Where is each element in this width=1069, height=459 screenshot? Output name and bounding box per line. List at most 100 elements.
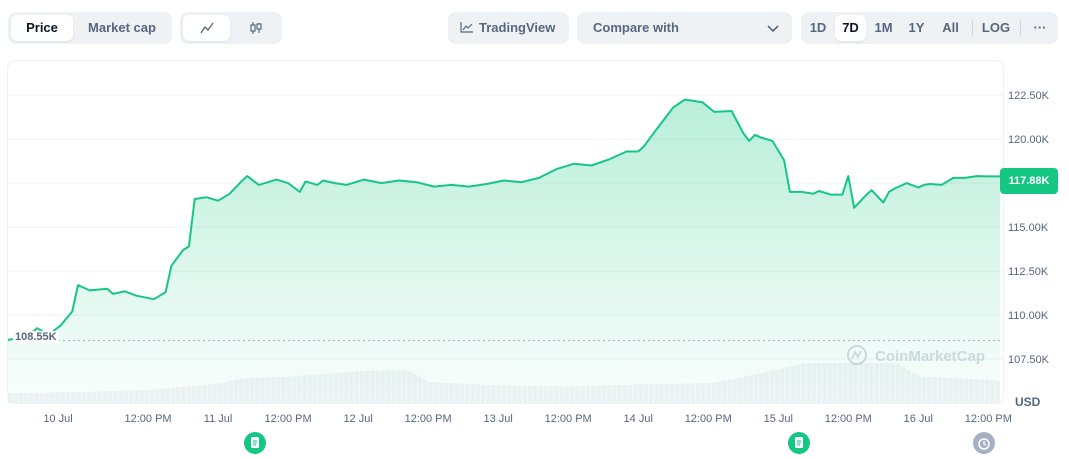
- volume-bar: [338, 372, 344, 403]
- volume-bar: [286, 376, 291, 403]
- volume-bar: [86, 391, 92, 403]
- tradingview-button[interactable]: TradingView: [448, 12, 569, 44]
- news-marker-2[interactable]: [788, 432, 810, 454]
- x-tick-label: 12:00 PM: [265, 413, 312, 425]
- volume-bar: [932, 377, 937, 403]
- volume-bar: [491, 385, 496, 403]
- range-7d[interactable]: 7D: [835, 15, 866, 41]
- range-selector: 1D 7D 1M 1Y All LOG ···: [801, 12, 1058, 44]
- volume-bar: [197, 385, 202, 403]
- range-1y[interactable]: 1Y: [908, 20, 925, 35]
- volume-bar: [244, 378, 249, 403]
- tradingview-label: TradingView: [479, 20, 556, 35]
- volume-bar: [433, 382, 438, 403]
- current-price-value: 117.88K: [1008, 175, 1050, 187]
- range-divider: [972, 20, 973, 36]
- volume-bar: [801, 363, 806, 403]
- volume-bar: [606, 385, 612, 403]
- x-tick-label: 11 Jul: [204, 413, 233, 425]
- x-tick-label: 14 Jul: [624, 413, 653, 425]
- volume-bar: [307, 375, 312, 403]
- price-marketcap-tabs: Price Market cap: [8, 12, 172, 44]
- tab-price[interactable]: Price: [11, 15, 73, 41]
- volume-bar: [864, 363, 869, 403]
- volume-bar: [354, 371, 360, 403]
- volume-bar: [979, 379, 985, 403]
- volume-bar: [323, 373, 328, 403]
- volume-bar: [296, 375, 302, 403]
- range-all[interactable]: All: [942, 20, 959, 35]
- document-icon: [795, 437, 803, 448]
- volume-bar: [233, 379, 239, 403]
- volume-bar: [890, 363, 895, 403]
- volume-bar: [701, 383, 706, 403]
- volume-bar: [391, 370, 396, 403]
- volume-bar: [459, 383, 465, 403]
- volume-bar: [790, 366, 796, 403]
- volume-bar: [937, 377, 943, 403]
- volume-bar: [254, 377, 260, 403]
- volume-bar: [317, 374, 323, 403]
- volume-bar: [438, 382, 444, 403]
- volume-bar: [407, 371, 412, 403]
- volume-bar: [827, 363, 832, 403]
- line-chart-button[interactable]: [183, 15, 230, 41]
- volume-bar: [65, 392, 71, 403]
- tab-market-cap[interactable]: Market cap: [88, 20, 156, 35]
- volume-bar: [837, 362, 843, 403]
- volume-bar: [13, 393, 18, 403]
- history-marker[interactable]: [973, 432, 995, 454]
- volume-bar: [312, 374, 318, 403]
- volume-bar: [853, 362, 859, 403]
- range-1d[interactable]: 1D: [809, 20, 827, 35]
- compare-with-select[interactable]: Compare with: [577, 12, 792, 44]
- volume-bar: [816, 363, 822, 403]
- volume-bar: [669, 383, 675, 403]
- volume-bar: [963, 378, 969, 403]
- volume-bar: [727, 379, 733, 403]
- volume-bar: [401, 370, 407, 403]
- chart-style-toggle: [180, 12, 282, 44]
- y-tick-label: 107.50K: [1008, 354, 1050, 366]
- volume-bar: [422, 379, 428, 403]
- candlestick-icon: [249, 22, 262, 34]
- x-tick-label: 10 Jul: [43, 413, 72, 425]
- x-tick-label: 12:00 PM: [685, 413, 732, 425]
- volume-bar: [144, 389, 150, 403]
- volume-bar: [627, 384, 633, 403]
- volume-bar: [632, 384, 638, 403]
- volume-bar: [55, 392, 60, 403]
- volume-bar: [218, 383, 223, 403]
- volume-bar: [270, 377, 276, 403]
- volume-bar: [533, 385, 538, 403]
- volume-bar: [443, 382, 449, 403]
- volume-bar: [485, 384, 491, 403]
- volume-bar: [737, 377, 743, 403]
- volume-bar: [202, 384, 207, 403]
- volume-bar: [34, 392, 39, 403]
- volume-bar: [176, 387, 181, 403]
- coinmarketcap-watermark: CoinMarketCap: [847, 345, 985, 365]
- volume-bar: [575, 386, 580, 403]
- volume-bar: [869, 363, 874, 403]
- x-tick-label: 12:00 PM: [125, 413, 172, 425]
- volume-bar: [29, 392, 34, 403]
- range-1m[interactable]: 1M: [874, 20, 893, 35]
- more-options-button[interactable]: ···: [1033, 20, 1047, 35]
- volume-bar: [822, 363, 827, 403]
- volume-bar: [113, 390, 118, 403]
- y-tick-label: 112.50K: [1008, 266, 1049, 278]
- volume-bar: [39, 392, 45, 403]
- x-tick-label: 12:00 PM: [405, 413, 452, 425]
- candlestick-button[interactable]: [232, 15, 279, 41]
- volume-bar: [538, 386, 544, 403]
- volume-bar: [417, 376, 423, 403]
- volume-bar: [743, 376, 748, 403]
- log-button[interactable]: LOG: [981, 20, 1011, 35]
- volume-bar: [23, 392, 29, 403]
- chart-frame: [7, 60, 1004, 404]
- volume-bar: [380, 370, 386, 403]
- volume-bar: [349, 371, 354, 403]
- news-marker-1[interactable]: [244, 432, 266, 454]
